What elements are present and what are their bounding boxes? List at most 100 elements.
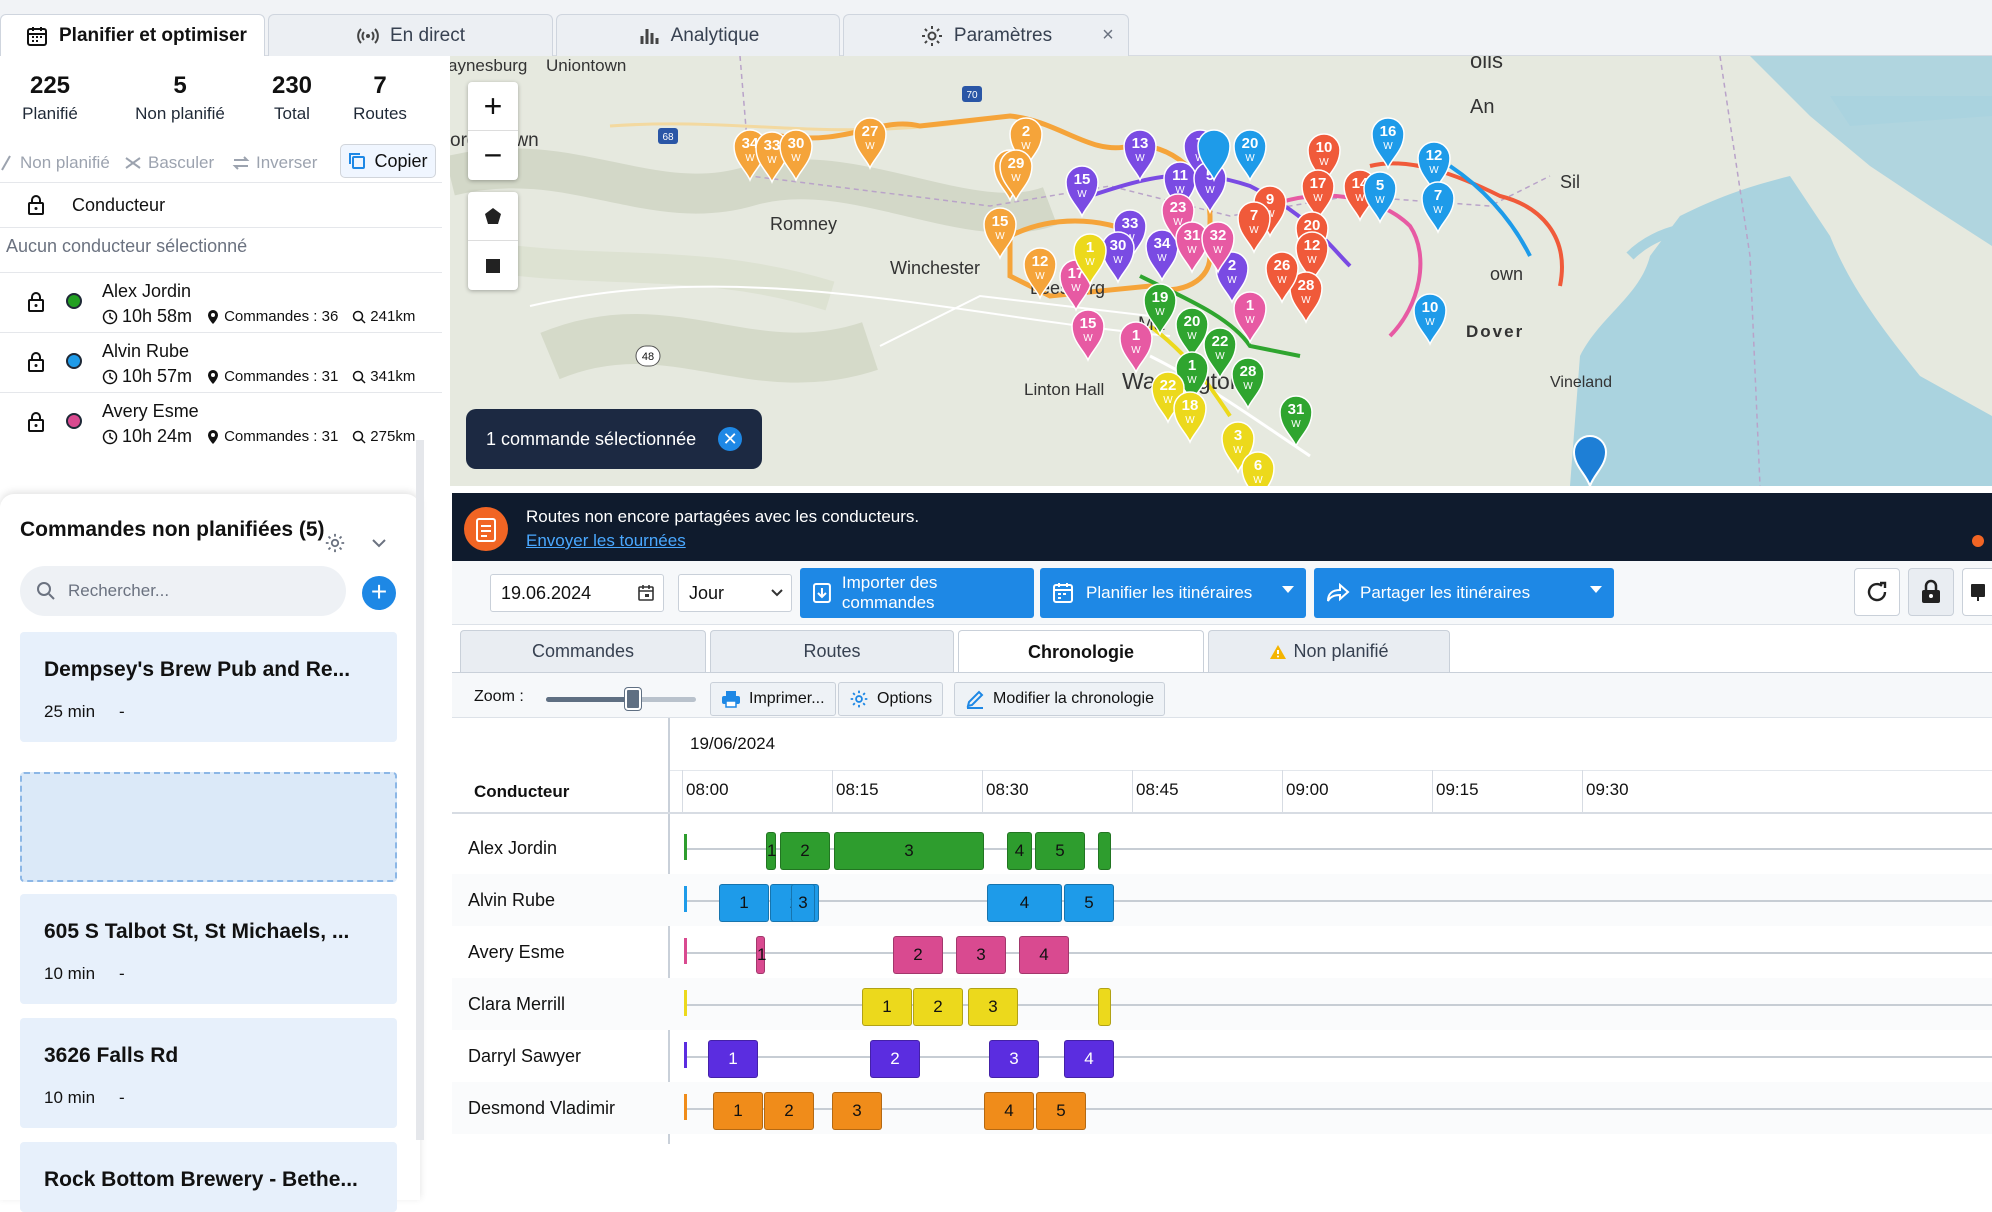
timeline-stop-bar[interactable]: 5 [1064, 884, 1114, 922]
timeline-stop-bar[interactable] [1098, 832, 1111, 870]
map-marker-icon[interactable]: 28W [1231, 357, 1265, 411]
timeline-stop-bar[interactable]: 1 [862, 988, 912, 1026]
subtab-orders[interactable]: Commandes [460, 630, 706, 672]
more-button[interactable] [1962, 568, 1992, 616]
map-marker-icon[interactable]: 15W [1065, 165, 1099, 219]
chevron-down-icon[interactable] [370, 536, 388, 550]
timeline-stop-bar[interactable]: 5 [1035, 832, 1085, 870]
timeline-stop-bar[interactable]: 2 [764, 1092, 814, 1130]
timeline-stop-bar[interactable]: 4 [984, 1092, 1034, 1130]
map-marker-icon[interactable]: 7W [1421, 181, 1455, 235]
map-marker-icon[interactable]: 11W [1163, 161, 1197, 215]
timeline-stop-bar[interactable]: 3 [791, 884, 815, 922]
drop-zone[interactable] [20, 772, 397, 882]
map-marker-icon[interactable]: 15W [983, 207, 1017, 261]
timeline-stop-bar[interactable]: 1 [766, 832, 776, 870]
map-marker-icon[interactable]: 31W [1175, 221, 1209, 275]
order-card[interactable]: Rock Bottom Brewery - Bethe... [20, 1142, 397, 1212]
map-marker-icon[interactable]: 13W [1123, 129, 1157, 183]
polygon-tool-button[interactable] [468, 192, 518, 241]
map-marker-icon[interactable]: 17W [1301, 169, 1335, 223]
print-button[interactable]: Imprimer... [710, 682, 836, 716]
lock-icon[interactable] [26, 411, 46, 433]
order-card[interactable]: 605 S Talbot St, St Michaels, ... 10 min… [20, 894, 397, 1004]
timeline-stop-bar[interactable]: 3 [832, 1092, 882, 1130]
tab-analytics[interactable]: Analytique [556, 14, 840, 56]
clear-selection-button[interactable]: ✕ [718, 427, 743, 451]
selected-marker-icon[interactable] [1572, 435, 1608, 486]
map-marker-icon[interactable]: 16W [1371, 117, 1405, 171]
tab-settings[interactable]: Paramètres × [843, 14, 1129, 56]
map-marker-icon[interactable]: 29W [999, 149, 1033, 203]
map-view[interactable]: 70 68 48 aynesburgUniontownorgantownRomn… [450, 56, 1992, 486]
timeline-stop-bar[interactable]: 2 [870, 1040, 920, 1078]
import-orders-button[interactable]: Importer des commandes [800, 568, 1034, 618]
timeline-stop-bar[interactable]: 3 [834, 832, 984, 870]
map-marker-icon[interactable]: 1W [1119, 321, 1153, 375]
timeline-stop-bar[interactable]: 3 [989, 1040, 1039, 1078]
map-marker-icon[interactable]: 2W [1215, 251, 1249, 305]
unplan-action[interactable]: Non planifié [0, 153, 110, 173]
timeline-stop-bar[interactable]: 3 [956, 936, 1006, 974]
map-marker-icon[interactable]: 6W [1241, 451, 1275, 486]
order-card[interactable]: Dempsey's Brew Pub and Re... 25 min - [20, 632, 397, 742]
edit-timeline-button[interactable]: Modifier la chronologie [954, 682, 1165, 716]
map-marker-icon[interactable]: 3W [1221, 421, 1255, 475]
map-marker-icon[interactable]: 10W [1307, 133, 1341, 187]
date-input[interactable]: 19.06.2024 [490, 574, 664, 612]
dropdown-arrow-icon[interactable] [1282, 586, 1294, 593]
map-marker-icon[interactable]: 30W [1101, 231, 1135, 285]
timeline-stop-bar[interactable] [1098, 988, 1111, 1026]
scrollbar[interactable] [416, 440, 424, 1140]
subtab-routes[interactable]: Routes [710, 630, 954, 672]
map-marker-icon[interactable]: 34W [1145, 229, 1179, 283]
zoom-out-button[interactable]: − [483, 137, 503, 173]
timeline-stop-bar[interactable]: 2 [780, 832, 830, 870]
rectangle-tool-button[interactable] [468, 241, 518, 290]
tab-live[interactable]: En direct [268, 14, 553, 56]
copy-button[interactable]: Copier [340, 144, 436, 178]
map-marker-icon[interactable]: 20W [1175, 307, 1209, 361]
map-marker-icon[interactable]: 1W [1233, 291, 1267, 345]
timeline-stop-bar[interactable]: 4 [987, 884, 1062, 922]
map-marker-icon[interactable]: 15W [1071, 309, 1105, 363]
map-marker-icon[interactable]: 12W [1417, 141, 1451, 195]
close-icon[interactable]: × [1102, 24, 1114, 46]
zoom-slider[interactable] [546, 688, 696, 710]
map-marker-icon[interactable]: 26W [1265, 251, 1299, 305]
timeline-stop-bar[interactable]: 1 [708, 1040, 758, 1078]
map-marker-icon[interactable] [1197, 129, 1231, 183]
order-card[interactable]: 3626 Falls Rd 10 min - [20, 1018, 397, 1128]
timeline-stop-bar[interactable]: 1 [719, 884, 769, 922]
timeline-stop-bar[interactable]: 4 [1019, 936, 1069, 974]
timeline-stop-bar[interactable]: 1 [713, 1092, 763, 1130]
map-marker-icon[interactable]: 7W [1237, 201, 1271, 255]
map-marker-icon[interactable]: 12W [1295, 231, 1329, 285]
map-marker-icon[interactable]: 2W [1009, 117, 1043, 171]
map-marker-icon[interactable]: 19W [1143, 283, 1177, 337]
add-order-button[interactable]: + [362, 576, 396, 610]
map-marker-icon[interactable]: 20W [1233, 129, 1267, 183]
map-marker-icon[interactable]: 12W [1023, 247, 1057, 301]
dropdown-arrow-icon[interactable] [1590, 586, 1602, 593]
calendar-icon[interactable] [637, 584, 655, 602]
tab-plan[interactable]: Planifier et optimiser [0, 14, 265, 57]
plan-routes-button[interactable]: Planifier les itinéraires [1040, 568, 1306, 618]
map-marker-icon[interactable]: 5W [1363, 171, 1397, 225]
options-button[interactable]: Options [838, 682, 944, 716]
map-marker-icon[interactable]: 27W [853, 117, 887, 171]
map-marker-icon[interactable]: 22W [1203, 327, 1237, 381]
search-input[interactable]: Rechercher... [20, 566, 346, 616]
map-marker-icon[interactable]: 31W [1279, 395, 1313, 449]
map-marker-icon[interactable]: 18W [1173, 391, 1207, 445]
gear-icon[interactable] [324, 532, 346, 554]
invert-action[interactable]: Inverser [232, 153, 317, 173]
lock-button[interactable] [1908, 568, 1954, 616]
subtab-timeline[interactable]: Chronologie [958, 630, 1204, 673]
subtab-unplanned[interactable]: Non planifié [1208, 630, 1450, 672]
map-marker-icon[interactable]: 30W [779, 129, 813, 183]
map-marker-icon[interactable]: 32W [1201, 221, 1235, 275]
zoom-in-button[interactable]: + [468, 82, 518, 131]
timeline-stop-bar[interactable]: 2 [893, 936, 943, 974]
timeline-stop-bar[interactable]: 1 [756, 936, 766, 974]
